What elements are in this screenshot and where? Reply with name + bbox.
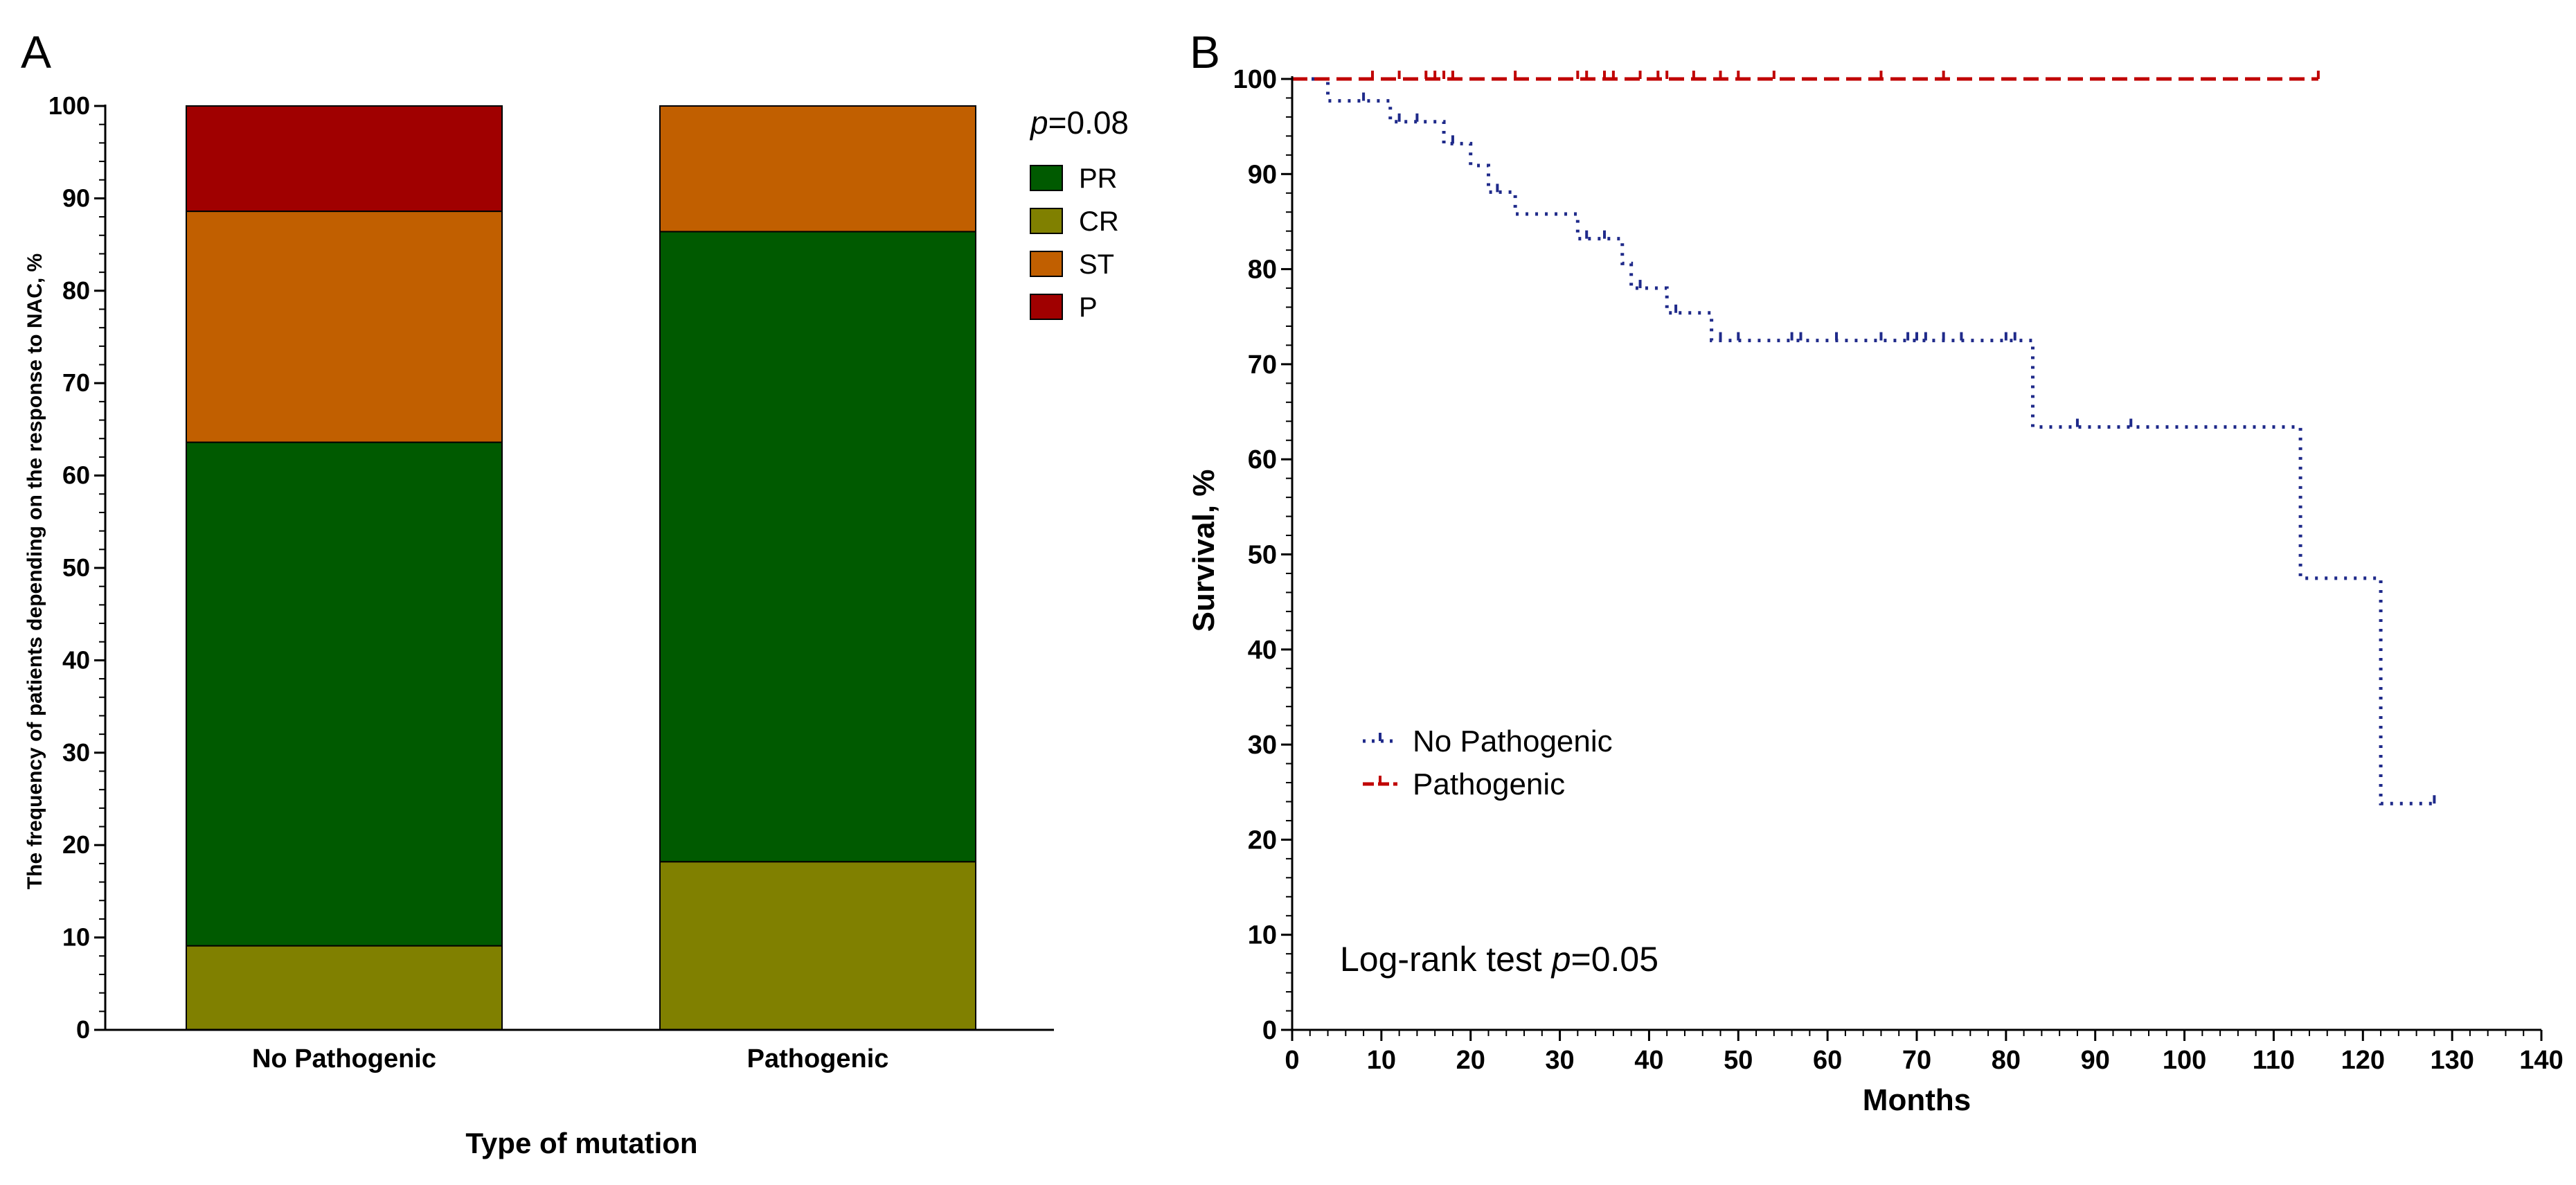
bar-no-pathogenic-cr	[186, 945, 503, 1031]
legend-swatch-pr	[1030, 165, 1063, 191]
y-tick-label-b: 50	[1248, 541, 1277, 570]
survival-curves	[1292, 71, 2436, 805]
legend-label-st: ST	[1079, 249, 1114, 280]
y-tick-label-a: 80	[62, 276, 90, 305]
x-tick-label-b: 0	[1285, 1046, 1299, 1075]
legend-label-cr: CR	[1079, 206, 1119, 237]
x-axis-title-a: Type of mutation	[465, 1127, 697, 1159]
bars-panel-a	[186, 105, 976, 1031]
x-tick-label-b: 60	[1813, 1046, 1842, 1075]
legend-panel-a: PR CR ST P	[1030, 163, 1119, 323]
bar-pathogenic-st	[659, 105, 976, 233]
p-value-a: p=0.08	[1029, 105, 1129, 141]
y-tick-label-b: 40	[1248, 636, 1277, 665]
y-tick-label-a: 0	[76, 1015, 90, 1044]
x-tick-label-b: 30	[1545, 1046, 1574, 1075]
y-tick-label-b: 100	[1233, 65, 1277, 94]
panel-label-a: A	[21, 26, 51, 78]
y-tick-label-a: 40	[62, 645, 90, 674]
x-tick-label-b: 10	[1367, 1046, 1396, 1075]
x-tick-label-b: 120	[2341, 1046, 2385, 1075]
y-tick-label-a: 100	[48, 91, 90, 120]
y-axis-title-b: Survival, %	[1187, 470, 1221, 632]
y-tick-label-b: 80	[1248, 256, 1277, 285]
x-axis-title-b: Months	[1863, 1083, 1971, 1117]
y-tick-label-b: 90	[1248, 160, 1277, 189]
y-tick-label-b: 10	[1248, 921, 1277, 950]
y-tick-label-a: 90	[62, 184, 90, 212]
x-tick-label-a: No Pathogenic	[252, 1044, 436, 1073]
legend-label-p: P	[1079, 292, 1098, 323]
x-tick-label-b: 80	[1992, 1046, 2021, 1075]
x-tick-label-b: 20	[1456, 1046, 1485, 1075]
y-axis-title-a: The frequency of patients depending on t…	[24, 253, 46, 889]
bar-pathogenic-cr	[659, 861, 976, 1031]
x-tick-label-b: 70	[1902, 1046, 1931, 1075]
y-tick-label-a: 50	[62, 553, 90, 582]
log-rank-text: Log-rank test	[1340, 940, 1552, 979]
legend-label-pathogenic: Pathogenic	[1413, 767, 1565, 801]
bar-no-pathogenic-p	[186, 105, 503, 213]
x-tick-label-b: 100	[2163, 1046, 2206, 1075]
x-tick-label-b: 90	[2081, 1046, 2110, 1075]
x-tick-label-b: 110	[2253, 1046, 2295, 1075]
p-value-a-symbol: p	[1029, 105, 1048, 141]
y-tick-label-b: 0	[1262, 1016, 1277, 1045]
y-tick-label-a: 30	[62, 738, 90, 767]
legend-label-pr: PR	[1079, 163, 1118, 194]
bar-no-pathogenic-st	[186, 211, 503, 443]
x-tick-label-a: Pathogenic	[747, 1044, 889, 1073]
bar-no-pathogenic-pr	[186, 441, 503, 947]
y-tick-label-b: 70	[1248, 350, 1277, 380]
x-tick-label-b: 140	[2519, 1046, 2563, 1075]
legend-panel-b: No Pathogenic Pathogenic	[1363, 724, 1613, 801]
axes-panel-b: 0 10 20 30 40 50 60 70 80 90 100 0 10 20 30 40 50 60 70 80 9…	[1233, 65, 2564, 1075]
y-tick-label-a: 10	[62, 923, 90, 952]
y-tick-label-b: 30	[1248, 731, 1277, 760]
p-value-a-text: =0.08	[1048, 105, 1129, 141]
legend-swatch-cr	[1030, 208, 1063, 234]
x-tick-label-b: 50	[1724, 1046, 1753, 1075]
km-curve-no-pathogenic	[1292, 77, 2435, 805]
legend-label-no-pathogenic: No Pathogenic	[1413, 724, 1613, 758]
x-tick-label-b: 130	[2430, 1046, 2474, 1075]
log-rank-annotation: Log-rank test p=0.05	[1340, 940, 1658, 979]
legend-swatch-st	[1030, 251, 1063, 277]
y-tick-label-b: 60	[1248, 445, 1277, 474]
log-rank-p-symbol: p	[1550, 940, 1571, 979]
panel-label-b: B	[1190, 26, 1220, 78]
bar-pathogenic-pr	[659, 231, 976, 863]
axes-panel-a: 0 10 20 30 40 50 60 70 80 90 100 No Pathogenic Patho…	[48, 91, 1054, 1073]
y-tick-label-a: 60	[62, 461, 90, 490]
x-tick-label-b: 40	[1634, 1046, 1663, 1075]
legend-swatch-p	[1030, 294, 1063, 320]
y-tick-label-b: 20	[1248, 826, 1277, 855]
y-tick-label-a: 20	[62, 830, 90, 859]
y-tick-label-a: 70	[62, 368, 90, 397]
log-rank-p-value: =0.05	[1571, 940, 1659, 979]
